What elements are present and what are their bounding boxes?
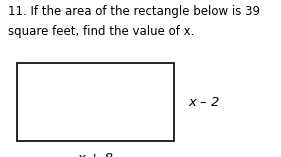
Bar — [17, 63, 174, 141]
Text: square feet, find the value of x.: square feet, find the value of x. — [8, 25, 195, 38]
Text: x + 8: x + 8 — [78, 152, 114, 157]
Text: 11. If the area of the rectangle below is 39: 11. If the area of the rectangle below i… — [8, 5, 260, 18]
Text: x – 2: x – 2 — [188, 96, 220, 108]
